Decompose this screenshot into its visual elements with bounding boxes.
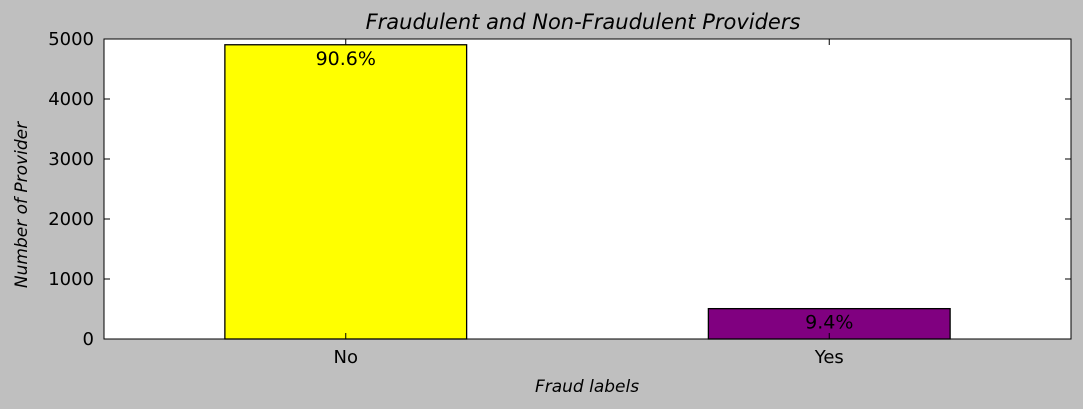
y-tick-label-4000: 4000: [48, 89, 94, 110]
y-axis-label: Number of Provider: [12, 121, 32, 288]
x-axis-label: Fraud labels: [535, 377, 639, 397]
y-tick-label-1000: 1000: [48, 269, 94, 290]
data-label-no: 90.6%: [316, 48, 376, 70]
x-tick-label-yes: Yes: [814, 347, 844, 368]
plot-frame: [103, 38, 1072, 340]
data-labels-layer: 90.6% 9.4%: [316, 48, 854, 334]
y-tick-label-0: 0: [83, 329, 94, 350]
x-tick-label-no: No: [334, 347, 358, 368]
bar-no: [224, 44, 468, 340]
y-tick-label-5000: 5000: [48, 29, 94, 50]
data-label-yes: 9.4%: [805, 312, 853, 334]
bars-layer: [224, 44, 951, 340]
y-tick-label-2000: 2000: [48, 209, 94, 230]
y-tick-label-3000: 3000: [48, 149, 94, 170]
chart-title: Fraudulent and Non-Fraudulent Providers: [366, 10, 801, 34]
